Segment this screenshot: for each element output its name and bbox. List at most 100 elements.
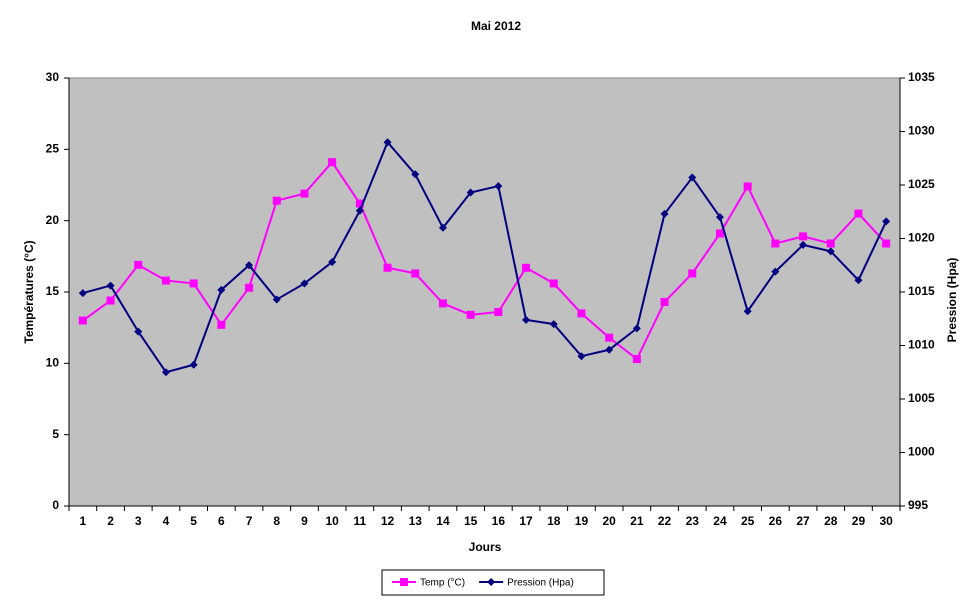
data-point [245, 261, 254, 270]
data-point [715, 229, 724, 238]
data-point [494, 182, 503, 191]
x-tick-label: 29 [852, 514, 866, 528]
data-point [549, 320, 558, 329]
x-tick-label: 23 [686, 514, 700, 528]
data-point [826, 247, 835, 256]
x-tick-label: 24 [713, 514, 727, 528]
data-point [632, 355, 641, 364]
data-point [799, 232, 808, 241]
data-point [660, 209, 669, 218]
x-tick-label: 8 [273, 514, 280, 528]
x-tick-label: 21 [630, 514, 644, 528]
data-point [688, 269, 697, 278]
data-point [217, 285, 226, 294]
x-tick-label: 28 [824, 514, 838, 528]
data-point [355, 206, 364, 215]
x-tick-label: 13 [409, 514, 423, 528]
y-tick-label: 10 [46, 356, 60, 370]
y-tick-label: 30 [46, 70, 60, 84]
y-axis-title: Températures (°C) [22, 240, 36, 343]
data-point [355, 199, 364, 208]
y-tick-label: 25 [46, 142, 60, 156]
y2-tick-label: 1030 [908, 124, 935, 138]
data-point [549, 279, 558, 288]
legend-marker [400, 578, 408, 586]
data-point [466, 188, 475, 197]
legend-label: Temp (°C) [420, 578, 465, 589]
data-point [272, 196, 281, 205]
x-tick-label: 17 [519, 514, 533, 528]
y2-tick-label: 1005 [908, 391, 935, 405]
data-point [771, 239, 780, 248]
y-tick-label: 15 [46, 284, 60, 298]
data-point [771, 267, 780, 276]
data-point [438, 223, 447, 232]
data-point [660, 297, 669, 306]
x-tick-label: 1 [80, 514, 87, 528]
x-tick-label: 27 [796, 514, 810, 528]
data-point [134, 327, 143, 336]
data-point [882, 239, 891, 248]
data-point [78, 316, 87, 325]
y-tick-label: 20 [46, 213, 60, 227]
y2-tick-label: 1025 [908, 177, 935, 191]
x-tick-label: 9 [301, 514, 308, 528]
data-point [688, 173, 697, 182]
data-point [161, 368, 170, 377]
data-point [300, 189, 309, 198]
x-tick-label: 14 [436, 514, 450, 528]
data-point [854, 276, 863, 285]
data-point [328, 158, 337, 167]
x-tick-label: 10 [325, 514, 339, 528]
y2-tick-label: 1010 [908, 338, 935, 352]
data-point [328, 258, 337, 267]
y2-axis-title: Pression (Hpa) [945, 258, 959, 343]
data-point [466, 310, 475, 319]
data-point [300, 279, 309, 288]
data-point [632, 324, 641, 333]
x-tick-label: 19 [575, 514, 589, 528]
y-tick-label: 0 [52, 498, 59, 512]
x-tick-label: 20 [602, 514, 616, 528]
x-tick-label: 22 [658, 514, 672, 528]
x-tick-label: 25 [741, 514, 755, 528]
x-tick-label: 16 [492, 514, 506, 528]
data-point [189, 279, 198, 288]
data-point [106, 281, 115, 290]
data-point [134, 260, 143, 269]
series-line [82, 140, 888, 374]
data-point [494, 307, 503, 316]
data-point [577, 352, 586, 361]
y-tick-label: 5 [52, 427, 59, 441]
data-point [826, 239, 835, 248]
data-point [411, 170, 420, 179]
x-axis-title: Jours [469, 540, 502, 554]
x-tick-label: 11 [354, 514, 367, 528]
data-point [577, 309, 586, 318]
x-tick-label: 5 [190, 514, 197, 528]
data-point [605, 333, 614, 342]
x-tick-label: 4 [163, 514, 170, 528]
chart-title: Mai 2012 [471, 19, 521, 33]
data-point [522, 263, 531, 272]
x-tick-label: 26 [769, 514, 783, 528]
data-point [743, 307, 752, 316]
data-point [854, 209, 863, 218]
x-tick-label: 15 [464, 514, 478, 528]
plot-area [68, 77, 901, 507]
data-point [245, 283, 254, 292]
y2-tick-label: 995 [908, 498, 928, 512]
data-point [411, 269, 420, 278]
data-point [383, 263, 392, 272]
data-point [383, 138, 392, 147]
legend-label: Pression (Hpa) [507, 578, 574, 589]
y2-tick-label: 1035 [908, 70, 935, 84]
data-point [106, 296, 115, 305]
data-point [217, 320, 226, 329]
series-line [82, 160, 887, 361]
data-point [161, 276, 170, 285]
data-point [438, 299, 447, 308]
data-point [743, 182, 752, 191]
data-point [522, 315, 531, 324]
